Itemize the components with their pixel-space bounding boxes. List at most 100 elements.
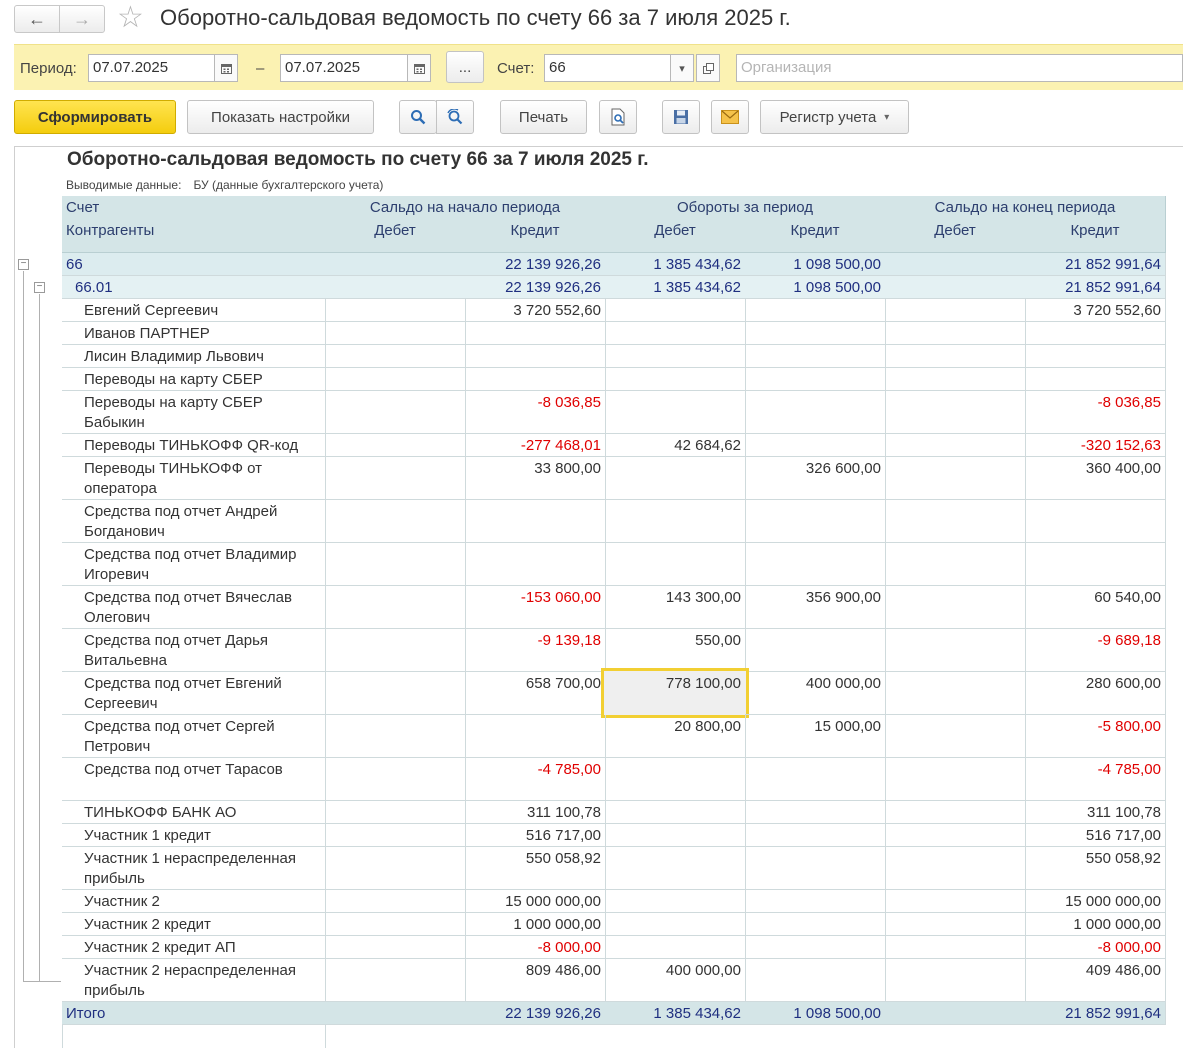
opening-credit-cell[interactable]: 516 717,00 xyxy=(465,824,606,847)
turnover-debit-cell[interactable]: 1 385 434,62 xyxy=(605,253,746,276)
counterparty-cell[interactable]: Средства под отчет Вячеслав Олегович xyxy=(62,586,326,629)
turnover-credit-cell[interactable] xyxy=(745,391,886,434)
table-row[interactable]: Средства под отчет Андрей Богданович xyxy=(62,500,1166,543)
show-settings-button[interactable]: Показать настройки xyxy=(187,100,374,134)
turnover-credit-cell[interactable] xyxy=(745,299,886,322)
table-row[interactable]: ТИНЬКОФФ БАНК АО 311 100,78 311 100,78 xyxy=(62,801,1166,824)
counterparty-cell[interactable]: Участник 2 xyxy=(62,890,326,913)
opening-credit-cell[interactable]: 1 000 000,00 xyxy=(465,913,606,936)
counterparty-cell[interactable]: Средства под отчет Евгений Сергеевич xyxy=(62,672,326,715)
closing-credit-cell[interactable]: -320 152,63 xyxy=(1025,434,1166,457)
opening-debit-cell[interactable] xyxy=(325,801,466,824)
closing-debit-cell[interactable] xyxy=(885,890,1026,913)
closing-debit-cell[interactable] xyxy=(885,500,1026,543)
table-row[interactable]: Участник 2 нераспределенная прибыль 809 4… xyxy=(62,959,1166,1002)
closing-debit-cell[interactable] xyxy=(885,936,1026,959)
counterparty-cell[interactable]: Участник 2 нераспределенная прибыль xyxy=(62,959,326,1002)
closing-credit-cell[interactable] xyxy=(1025,500,1166,543)
account-field[interactable]: 66 xyxy=(544,54,671,82)
closing-credit-cell[interactable] xyxy=(1025,345,1166,368)
turnover-credit-cell[interactable] xyxy=(745,500,886,543)
generate-button[interactable]: Сформировать xyxy=(14,100,176,134)
counterparty-cell[interactable]: Участник 2 кредит АП xyxy=(62,936,326,959)
closing-credit-cell[interactable] xyxy=(1025,368,1166,391)
turnover-credit-cell[interactable] xyxy=(745,368,886,391)
opening-credit-cell[interactable]: -8 000,00 xyxy=(465,936,606,959)
opening-credit-cell[interactable]: -9 139,18 xyxy=(465,629,606,672)
turnover-credit-cell[interactable]: 1 098 500,00 xyxy=(745,1002,886,1025)
counterparty-cell[interactable]: Средства под отчет Дарья Витальевна xyxy=(62,629,326,672)
turnover-credit-cell[interactable]: 1 098 500,00 xyxy=(745,276,886,299)
print-button[interactable]: Печать xyxy=(500,100,587,134)
opening-debit-cell[interactable] xyxy=(325,391,466,434)
open-icon[interactable] xyxy=(696,54,720,82)
counterparty-cell[interactable]: Переводы на карту СБЕР Бабыкин xyxy=(62,391,326,434)
opening-debit-cell[interactable] xyxy=(325,1002,466,1025)
table-row[interactable]: Участник 2 кредит 1 000 000,00 1 000 000,0… xyxy=(62,913,1166,936)
opening-credit-cell[interactable]: 22 139 926,26 xyxy=(465,1002,606,1025)
closing-credit-cell[interactable]: 311 100,78 xyxy=(1025,801,1166,824)
opening-debit-cell[interactable] xyxy=(325,457,466,500)
opening-debit-cell[interactable] xyxy=(325,253,466,276)
closing-credit-cell[interactable]: 516 717,00 xyxy=(1025,824,1166,847)
counterparty-cell[interactable]: Евгений Сергеевич xyxy=(62,299,326,322)
opening-debit-cell[interactable] xyxy=(325,368,466,391)
counterparty-cell[interactable]: ТИНЬКОФФ БАНК АО xyxy=(62,801,326,824)
turnover-credit-cell[interactable] xyxy=(745,847,886,890)
table-row[interactable]: Переводы ТИНЬКОФФ QR-код -277 468,01 42 68… xyxy=(62,434,1166,457)
table-row[interactable]: Средства под отчет Вячеслав Олегович -153… xyxy=(62,586,1166,629)
closing-credit-cell[interactable]: -9 689,18 xyxy=(1025,629,1166,672)
opening-credit-cell[interactable] xyxy=(465,715,606,758)
accounting-register-button[interactable]: Регистр учета ▾ xyxy=(760,100,909,134)
closing-debit-cell[interactable] xyxy=(885,715,1026,758)
opening-credit-cell[interactable]: -8 036,85 xyxy=(465,391,606,434)
opening-debit-cell[interactable] xyxy=(325,847,466,890)
opening-credit-cell[interactable]: 809 486,00 xyxy=(465,959,606,1002)
opening-credit-cell[interactable]: 22 139 926,26 xyxy=(465,276,606,299)
counterparty-cell[interactable]: Переводы на карту СБЕР xyxy=(62,368,326,391)
closing-debit-cell[interactable] xyxy=(885,368,1026,391)
turnover-debit-cell[interactable]: 1 385 434,62 xyxy=(605,276,746,299)
table-row[interactable]: Лисин Владимир Львович xyxy=(62,345,1166,368)
counterparty-cell[interactable]: Средства под отчет Тарасов xyxy=(62,758,326,801)
opening-credit-cell[interactable]: 658 700,00 xyxy=(465,672,606,715)
counterparty-cell[interactable]: Переводы ТИНЬКОФФ от оператора xyxy=(62,457,326,500)
table-row[interactable]: Переводы на карту СБЕР Бабыкин -8 036,85 -… xyxy=(62,391,1166,434)
opening-credit-cell[interactable] xyxy=(465,345,606,368)
turnover-debit-cell[interactable] xyxy=(605,847,746,890)
closing-credit-cell[interactable] xyxy=(1025,322,1166,345)
closing-debit-cell[interactable] xyxy=(885,543,1026,586)
preview-button[interactable] xyxy=(599,100,637,134)
opening-credit-cell[interactable] xyxy=(465,322,606,345)
table-row[interactable]: Средства под отчет Дарья Витальевна -9 13… xyxy=(62,629,1166,672)
opening-debit-cell[interactable] xyxy=(325,586,466,629)
closing-credit-cell[interactable]: -8 000,00 xyxy=(1025,936,1166,959)
turnover-credit-cell[interactable] xyxy=(745,543,886,586)
closing-debit-cell[interactable] xyxy=(885,824,1026,847)
closing-debit-cell[interactable] xyxy=(885,457,1026,500)
turnover-debit-cell[interactable] xyxy=(605,345,746,368)
account-row[interactable]: 66 22 139 926,26 1 385 434,62 1 098 500,00 2… xyxy=(62,253,1166,276)
closing-credit-cell[interactable]: 15 000 000,00 xyxy=(1025,890,1166,913)
turnover-debit-cell[interactable]: 1 385 434,62 xyxy=(605,1002,746,1025)
calendar-icon[interactable] xyxy=(214,54,238,82)
closing-credit-cell[interactable]: 360 400,00 xyxy=(1025,457,1166,500)
turnover-debit-cell[interactable]: 778 100,00 xyxy=(601,668,749,718)
turnover-credit-cell[interactable] xyxy=(745,434,886,457)
turnover-credit-cell[interactable] xyxy=(745,959,886,1002)
table-row[interactable]: Участник 2 кредит АП -8 000,00 -8 000,00 xyxy=(62,936,1166,959)
opening-credit-cell[interactable]: 550 058,92 xyxy=(465,847,606,890)
opening-credit-cell[interactable]: 15 000 000,00 xyxy=(465,890,606,913)
turnover-debit-cell[interactable] xyxy=(605,368,746,391)
turnover-debit-cell[interactable] xyxy=(605,457,746,500)
closing-debit-cell[interactable] xyxy=(885,801,1026,824)
date-to-field[interactable]: 07.07.2025 xyxy=(280,54,408,82)
opening-debit-cell[interactable] xyxy=(325,299,466,322)
opening-credit-cell[interactable] xyxy=(465,368,606,391)
turnover-credit-cell[interactable] xyxy=(745,824,886,847)
counterparty-cell[interactable]: Участник 2 кредит xyxy=(62,913,326,936)
table-row[interactable]: Средства под отчет Сергей Петрович 20 800… xyxy=(62,715,1166,758)
opening-debit-cell[interactable] xyxy=(325,543,466,586)
closing-debit-cell[interactable] xyxy=(885,253,1026,276)
counterparty-cell[interactable]: Переводы ТИНЬКОФФ QR-код xyxy=(62,434,326,457)
